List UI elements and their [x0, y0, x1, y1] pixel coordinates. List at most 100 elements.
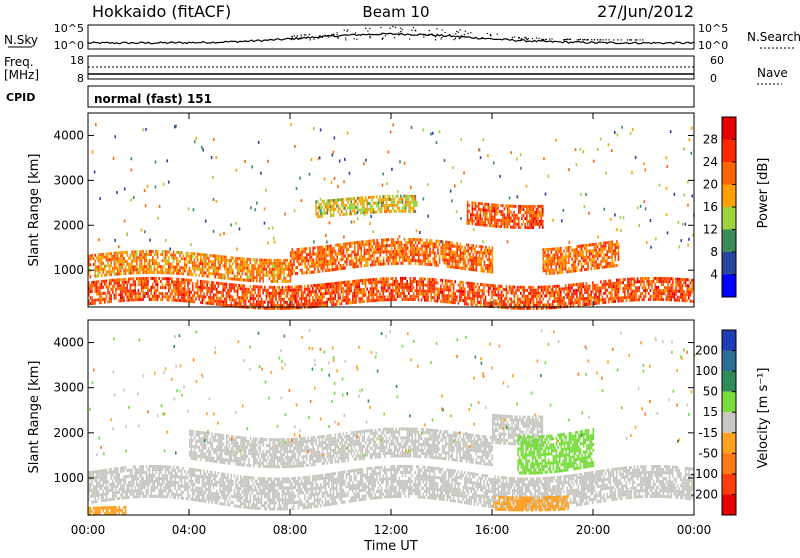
heatmap-cell: [237, 263, 239, 266]
heatmap-cell: [253, 270, 255, 273]
nsearch-point: [456, 31, 457, 32]
heatmap-cell: [656, 295, 658, 298]
heatmap-cell: [362, 282, 364, 285]
heatmap-cell: [320, 255, 322, 258]
heatmap-cell: [134, 286, 136, 289]
heatmap-cell: [424, 260, 426, 263]
heatmap-cell: [267, 262, 269, 265]
heatmap-cell: [226, 283, 228, 286]
heatmap-cell: [514, 295, 516, 298]
heatmap-cell: [485, 284, 487, 287]
heatmap-cell: [340, 258, 342, 261]
heatmap-cell: [360, 247, 362, 250]
heatmap-cell: [272, 304, 274, 307]
heatmap-cell: [110, 273, 112, 276]
heatmap-cell: [109, 300, 111, 303]
heatmap-cell: [205, 295, 207, 298]
heatmap-cell: [346, 248, 348, 251]
heatmap-cell: [622, 299, 624, 302]
heatmap-cell: [216, 270, 218, 273]
power-data-layer: [88, 123, 695, 310]
heatmap-cell: [303, 251, 305, 254]
heatmap-cell: [390, 295, 392, 298]
heatmap-cell: [120, 299, 122, 302]
heatmap-cell: [298, 300, 300, 303]
heatmap-cell: [395, 210, 397, 213]
heatmap-cell: [386, 241, 388, 244]
heatmap-cell: [131, 254, 133, 257]
heatmap-cell: [150, 250, 152, 253]
heatmap-cell: [342, 299, 344, 302]
heatmap-cell: [576, 269, 578, 272]
heatmap-cell: [186, 279, 188, 282]
heatmap-cell: [642, 298, 644, 301]
heatmap-cell: [669, 298, 671, 301]
heatmap-cell: [602, 295, 604, 298]
heatmap-cell: [330, 208, 332, 211]
heatmap-cell: [436, 141, 438, 144]
heatmap-cell: [554, 269, 556, 272]
heatmap-cell: [573, 283, 575, 286]
heatmap-cell: [221, 282, 223, 285]
heatmap-cell: [157, 271, 159, 274]
heatmap-cell: [131, 298, 133, 301]
heatmap-cell: [579, 301, 581, 304]
heatmap-cell: [226, 286, 228, 289]
nsearch-point: [441, 29, 442, 30]
heatmap-cell: [317, 296, 319, 299]
heatmap-cell: [514, 292, 516, 295]
heatmap-cell: [181, 299, 183, 302]
heatmap-cell: [325, 245, 327, 248]
heatmap-cell: [563, 259, 565, 262]
heatmap-cell: [203, 253, 205, 256]
heatmap-cell: [349, 204, 351, 207]
heatmap-cell: [394, 262, 396, 265]
heatmap-cell: [515, 304, 517, 307]
heatmap-cell: [352, 266, 354, 269]
heatmap-cell: [405, 210, 407, 213]
heatmap-cell: [346, 198, 348, 201]
heatmap-cell: [232, 277, 234, 280]
heatmap-cell: [306, 303, 308, 306]
heatmap-cell: [346, 257, 348, 260]
heatmap-cell: [434, 246, 436, 249]
nsearch-point: [441, 37, 442, 38]
heatmap-cell: [394, 241, 396, 244]
heatmap-cell: [130, 254, 132, 257]
heatmap-cell: [354, 292, 356, 295]
heatmap-cell: [373, 290, 375, 293]
heatmap-cell: [155, 262, 157, 265]
nave-label: Nave: [757, 66, 788, 80]
heatmap-cell: [194, 267, 196, 270]
heatmap-cell: [232, 268, 234, 271]
heatmap-cell: [380, 248, 382, 251]
heatmap-cell: [322, 252, 324, 255]
heatmap-cell: [554, 291, 556, 294]
heatmap-cell: [229, 265, 231, 268]
heatmap-cell: [386, 259, 388, 262]
nsearch-point: [337, 32, 338, 33]
heatmap-cell: [565, 256, 567, 259]
heatmap-cell: [205, 260, 207, 263]
heatmap-cell: [440, 252, 442, 255]
heatmap-cell: [210, 284, 212, 287]
heatmap-cell: [197, 295, 199, 298]
heatmap-cell: [282, 262, 284, 265]
heatmap-cell: [497, 225, 499, 228]
heatmap-cell: [118, 272, 120, 275]
heatmap-cell: [610, 250, 612, 253]
heatmap-cell: [216, 291, 218, 294]
heatmap-cell: [283, 304, 285, 307]
heatmap-cell: [461, 290, 463, 293]
heatmap-cell: [160, 286, 162, 289]
heatmap-cell: [206, 275, 208, 278]
heatmap-cell: [659, 289, 661, 292]
heatmap-cell: [360, 197, 362, 200]
nsearch-point: [432, 34, 433, 35]
heatmap-cell: [376, 196, 378, 199]
heatmap-cell: [168, 280, 170, 283]
heatmap-cell: [282, 289, 284, 292]
heatmap-cell: [176, 278, 178, 281]
heatmap-cell: [160, 265, 162, 268]
heatmap-cell: [611, 247, 613, 250]
